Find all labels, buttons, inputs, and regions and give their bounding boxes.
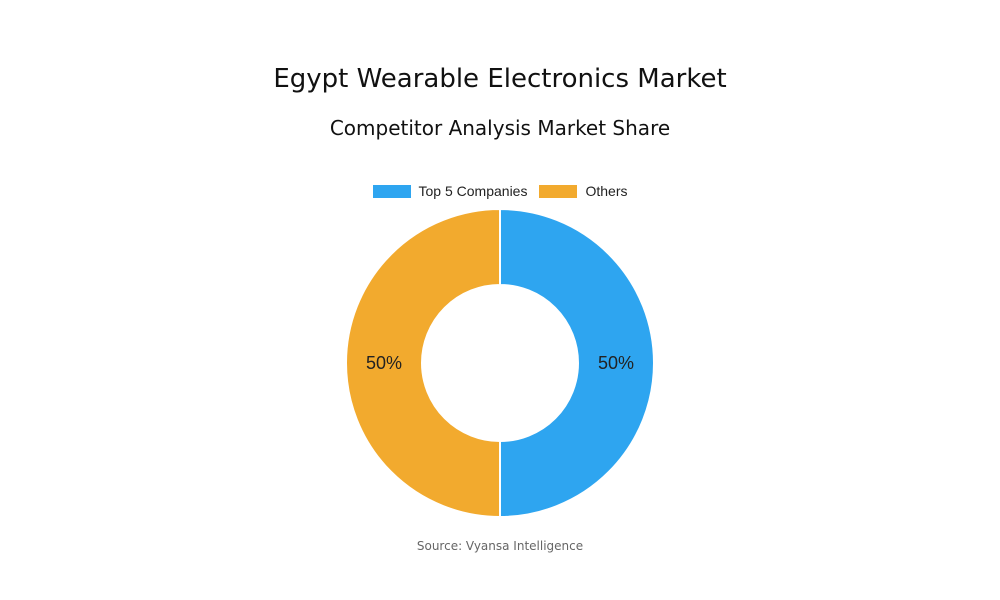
slice-top-5-companies[interactable]	[499, 207, 655, 519]
legend-label: Top 5 Companies	[418, 183, 528, 199]
legend-label: Others	[585, 183, 628, 199]
legend: Top 5 Companies Others	[0, 183, 1000, 199]
legend-item[interactable]: Others	[539, 183, 627, 199]
chart-title: Egypt Wearable Electronics Market	[273, 64, 727, 94]
chart-subtitle: Competitor Analysis Market Share	[329, 116, 671, 140]
legend-swatch	[539, 184, 578, 198]
slice-others[interactable]	[345, 207, 501, 519]
legend-swatch	[372, 184, 411, 198]
source-note: Source: Vyansa Intelligence	[416, 539, 584, 553]
legend-item[interactable]: Top 5 Companies	[372, 183, 528, 199]
slice-label: 50%	[598, 353, 634, 373]
slice-label: 50%	[366, 353, 402, 373]
